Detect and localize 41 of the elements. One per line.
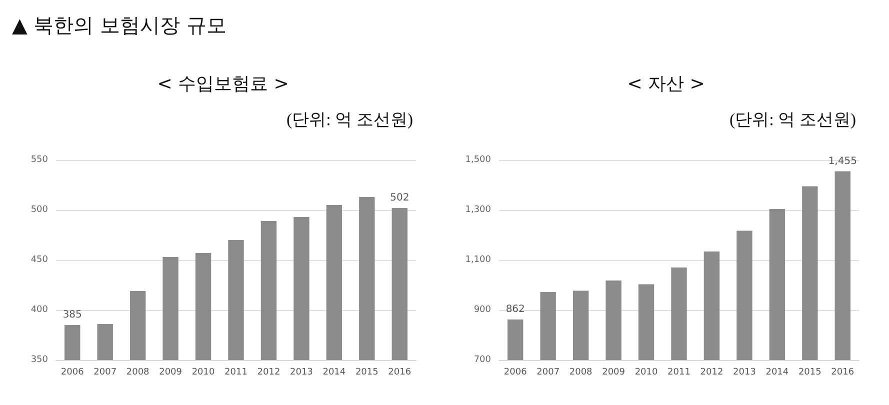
y-tick-label: 450 — [30, 255, 48, 265]
x-tick-label: 2011 — [224, 368, 248, 378]
x-tick-label: 2014 — [766, 368, 789, 378]
x-tick-label: 2008 — [126, 368, 150, 378]
y-tick-label: 350 — [30, 355, 48, 365]
x-tick-label: 2007 — [536, 368, 560, 378]
chart-subtitle: (단위: 억 조선원) — [729, 110, 856, 129]
y-tick-label: 1,300 — [465, 205, 492, 215]
x-tick-label: 2013 — [733, 368, 756, 378]
x-tick-label: 2015 — [355, 368, 378, 378]
x-tick-label: 2011 — [668, 368, 690, 378]
data-label: 1,455 — [828, 156, 857, 167]
x-tick-label: 2009 — [602, 368, 626, 378]
y-tick-label: 1,100 — [465, 255, 492, 265]
x-tick-label: 2008 — [569, 368, 593, 378]
x-tick-label: 2016 — [831, 368, 854, 378]
chart-title: < 수입보험료 > — [157, 74, 289, 94]
x-tick-label: 2009 — [159, 368, 182, 378]
x-tick-label: 2013 — [290, 368, 313, 378]
x-tick-label: 2007 — [94, 368, 117, 378]
x-tick-label: 2016 — [388, 368, 412, 378]
x-tick-label: 2006 — [60, 368, 84, 378]
y-tick-label: 900 — [474, 305, 492, 315]
y-tick-label: 700 — [474, 355, 492, 365]
chart-title: < 자산 > — [627, 74, 705, 94]
chart-subtitle: (단위: 억 조선원) — [286, 110, 413, 129]
data-label: 862 — [506, 304, 525, 315]
x-tick-label: 2014 — [322, 368, 346, 378]
data-label: 502 — [390, 192, 410, 204]
y-tick-label: 400 — [30, 305, 48, 315]
y-tick-label: 1,500 — [465, 155, 492, 165]
x-tick-label: 2015 — [798, 368, 822, 378]
y-tick-label: 550 — [30, 155, 48, 165]
x-tick-label: 2010 — [192, 368, 215, 378]
y-tick-label: 500 — [30, 205, 48, 215]
x-tick-label: 2012 — [257, 368, 280, 378]
x-tick-label: 2006 — [504, 368, 528, 378]
x-tick-label: 2012 — [700, 368, 724, 378]
x-tick-label: 2010 — [634, 368, 658, 378]
text: ▲ 북한의 보험시장 규모 — [12, 12, 228, 39]
data-label: 385 — [62, 310, 82, 320]
